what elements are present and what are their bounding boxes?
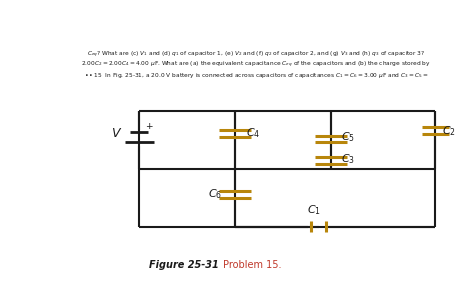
Text: +: + bbox=[146, 122, 153, 131]
Text: $C_{eq}$? What are (c) $V_1$ and (d) $q_1$ of capacitor 1, (e) $V_2$ and (f) $q_: $C_{eq}$? What are (c) $V_1$ and (d) $q_… bbox=[87, 50, 425, 60]
Text: $C_1$: $C_1$ bbox=[307, 203, 321, 217]
Text: $C_3$: $C_3$ bbox=[341, 152, 356, 166]
Text: $\bullet\bullet$15  In Fig. 25-31, a 20.0 V battery is connected across capacito: $\bullet\bullet$15 In Fig. 25-31, a 20.0… bbox=[83, 70, 428, 79]
Text: $C_6$: $C_6$ bbox=[208, 188, 222, 201]
Text: $V$: $V$ bbox=[111, 127, 122, 140]
Text: Problem 15.: Problem 15. bbox=[223, 260, 281, 270]
Text: Figure 25-31: Figure 25-31 bbox=[149, 260, 223, 270]
Text: $C_2$: $C_2$ bbox=[442, 124, 456, 138]
Text: $C_5$: $C_5$ bbox=[341, 130, 356, 144]
Text: $2.00C_2 = 2.00C_4 = 4.00\ \mu$F. What are (a) the equivalent capacitance $C_{eq: $2.00C_2 = 2.00C_4 = 4.00\ \mu$F. What a… bbox=[81, 59, 431, 70]
Text: $C_4$: $C_4$ bbox=[246, 126, 260, 140]
